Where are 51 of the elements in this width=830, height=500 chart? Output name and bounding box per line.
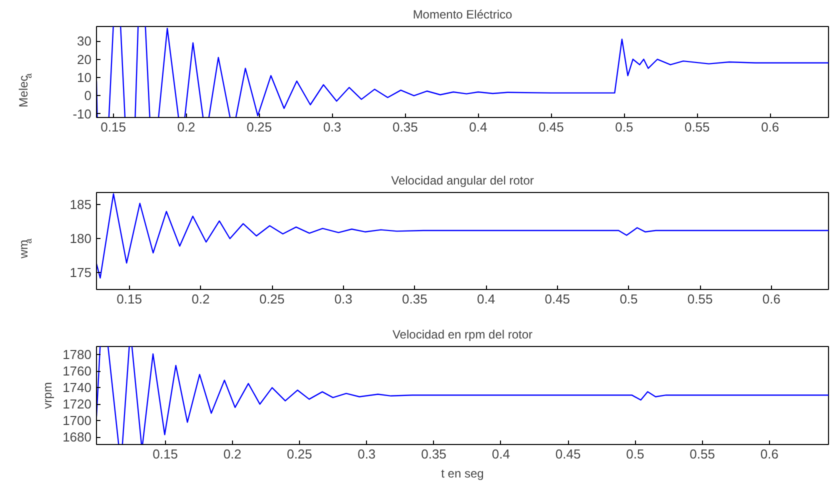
chart-title: Velocidad angular del rotor	[391, 174, 534, 188]
x-tick-label: 0.15	[100, 120, 126, 134]
chart-title: Momento Eléctrico	[412, 8, 513, 22]
x-tick-label: 0.3	[334, 292, 352, 306]
chart-title: Velocidad en rpm del rotor	[392, 328, 533, 342]
x-tick-label: 0.35	[392, 120, 418, 134]
y-tick-label: 1720	[62, 396, 92, 412]
line-series	[96, 193, 828, 279]
x-tick-label: 0.3	[358, 446, 376, 462]
x-tick-label: 0.6	[760, 446, 778, 462]
y-tick-label: 1680	[62, 430, 92, 445]
y-tick-label: 180	[70, 231, 92, 246]
x-tick-label: 0.2	[223, 446, 242, 462]
y-tick-label: 20	[77, 52, 92, 67]
x-tick-label: 0.45	[538, 120, 564, 134]
x-tick-label: 0.2	[192, 292, 210, 306]
x-tick-label: 0.5	[615, 120, 634, 134]
x-tick-label: 0.55	[687, 292, 713, 306]
y-axis-title: Meleca	[16, 73, 34, 108]
x-tick-label: 0.25	[286, 446, 312, 462]
x-tick-label: 0.25	[246, 120, 272, 134]
x-tick-label: 0.35	[421, 446, 446, 462]
x-tick-label: 0.5	[626, 446, 644, 462]
y-tick-label: 185	[70, 197, 92, 212]
y-tick-label: 30	[77, 34, 92, 49]
y-tick-label: -10	[72, 106, 92, 122]
y-axis-title: vrpm	[40, 382, 55, 409]
x-tick-label: 0.6	[762, 292, 780, 306]
y-tick-label: 1700	[62, 413, 92, 428]
x-tick-label: 0.45	[544, 292, 570, 306]
y-tick-label: 1760	[62, 364, 92, 379]
x-tick-label: 0.4	[492, 446, 510, 462]
x-axis-title: t en seg	[441, 466, 484, 480]
y-tick-label: 0	[84, 88, 92, 104]
y-tick-label: 1780	[62, 347, 92, 362]
x-tick-label: 0.4	[477, 292, 496, 306]
x-tick-label: 0.6	[761, 120, 780, 134]
x-tick-label: 0.45	[555, 446, 581, 462]
x-tick-label: 0.3	[323, 120, 342, 134]
x-tick-label: 0.2	[177, 120, 196, 134]
y-tick-label: 1740	[62, 380, 92, 396]
y-tick-label: 10	[77, 70, 92, 85]
x-tick-label: 0.55	[690, 446, 715, 462]
x-tick-label: 0.55	[684, 120, 710, 134]
x-tick-label: 0.4	[469, 120, 488, 134]
x-tick-label: 0.5	[620, 292, 638, 306]
x-tick-label: 0.35	[402, 292, 428, 306]
x-tick-label: 0.25	[259, 292, 285, 306]
x-tick-label: 0.15	[116, 292, 142, 306]
x-tick-label: 0.15	[152, 446, 178, 462]
y-tick-label: 175	[70, 265, 92, 280]
